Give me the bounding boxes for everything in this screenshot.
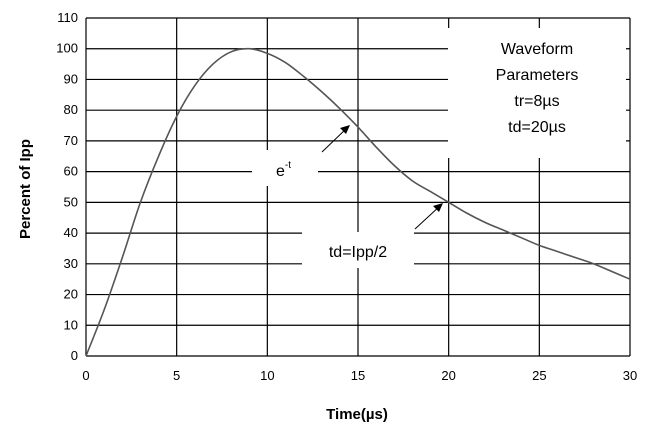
td-arrowhead: [433, 203, 443, 212]
y-axis-label: Percent of Ipp: [17, 139, 34, 239]
y-tick-label: 50: [64, 194, 78, 209]
params-box: [448, 28, 626, 158]
params-title-2: Parameters: [496, 67, 579, 84]
y-tick-label: 100: [56, 41, 78, 56]
x-tick-label: 15: [351, 368, 365, 383]
params-tr: tr=8µs: [514, 93, 559, 110]
y-tick-label: 0: [71, 348, 78, 363]
y-tick-label: 110: [57, 10, 78, 25]
y-tick-label: 70: [64, 133, 78, 148]
y-tick-label: 20: [64, 287, 78, 302]
y-tick-label: 80: [64, 102, 78, 117]
y-tick-labels: 0 10 20 30 40 50 60 70 80 90 100 110: [56, 10, 78, 363]
x-tick-label: 0: [82, 368, 89, 383]
decay-label: e-t: [276, 160, 291, 180]
x-tick-label: 30: [623, 368, 637, 383]
td-label: td=Ipp/2: [329, 244, 387, 261]
x-tick-label: 5: [173, 368, 180, 383]
y-tick-label: 90: [64, 71, 78, 86]
decay-label-base: e: [276, 163, 285, 180]
decay-label-exponent: -t: [285, 160, 291, 171]
y-tick-label: 10: [64, 317, 78, 332]
series-line: [85, 47, 631, 357]
decay-label-box: [252, 150, 318, 186]
td-label-box: [302, 232, 414, 268]
y-tick-label: 40: [64, 225, 78, 240]
x-tick-label: 25: [532, 368, 546, 383]
x-tick-label: 10: [260, 368, 274, 383]
y-tick-label: 60: [64, 164, 78, 179]
y-tick-label: 30: [64, 256, 78, 271]
x-tick-label: 20: [441, 368, 455, 383]
params-td: td=20µs: [508, 119, 566, 136]
x-tick-labels: 0 5 10 15 20 25 30: [82, 368, 637, 383]
decay-arrowhead: [340, 125, 350, 134]
params-title-1: Waveform: [501, 41, 573, 58]
x-axis-label: Time(µs): [326, 406, 388, 423]
